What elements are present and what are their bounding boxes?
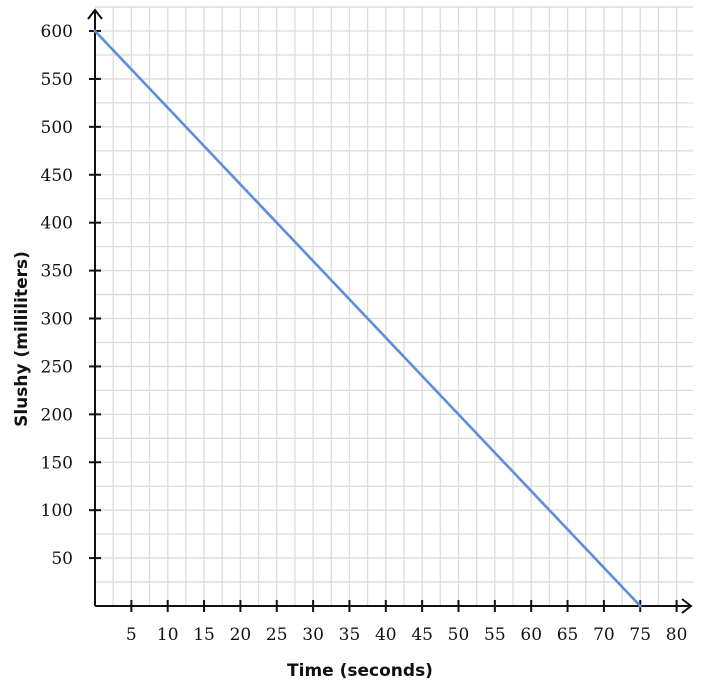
series-endpoint bbox=[93, 29, 97, 33]
y-tick-label: 600 bbox=[41, 22, 73, 42]
y-tick-label: 550 bbox=[41, 70, 73, 90]
x-tick-label: 25 bbox=[266, 625, 288, 645]
x-tick-label: 30 bbox=[302, 625, 324, 645]
series-line bbox=[93, 29, 642, 608]
x-tick-label: 50 bbox=[448, 625, 470, 645]
x-tick-label: 35 bbox=[339, 625, 361, 645]
y-tick-label: 150 bbox=[41, 453, 73, 473]
x-tick-label: 15 bbox=[193, 625, 215, 645]
x-tick-label: 40 bbox=[375, 625, 397, 645]
y-tick-label: 450 bbox=[41, 166, 73, 186]
x-tick-label: 70 bbox=[593, 625, 615, 645]
x-tick-label: 75 bbox=[629, 625, 651, 645]
y-tick-label: 100 bbox=[41, 501, 73, 521]
x-tick-label: 65 bbox=[557, 625, 579, 645]
y-tick-label: 400 bbox=[41, 214, 73, 234]
axes bbox=[87, 8, 693, 614]
y-tick-label: 50 bbox=[51, 549, 73, 569]
y-tick-label: 300 bbox=[41, 310, 73, 330]
x-tick-label: 10 bbox=[157, 625, 179, 645]
x-tick-label: 5 bbox=[126, 625, 137, 645]
x-tick-label: 60 bbox=[520, 625, 542, 645]
x-tick-label: 55 bbox=[484, 625, 506, 645]
series-layer bbox=[93, 29, 642, 608]
x-tick-label: 45 bbox=[411, 625, 433, 645]
y-tick-label: 350 bbox=[41, 262, 73, 282]
y-tick-label: 500 bbox=[41, 118, 73, 138]
x-tick-label: 20 bbox=[230, 625, 252, 645]
grid bbox=[95, 6, 693, 606]
tick-labels: 5 10 15 20 25 30 35 40 45 50 55 60 65 70 75 80 50 100 150 2… bbox=[41, 22, 688, 645]
x-axis-title: Time (seconds) bbox=[287, 661, 433, 681]
y-axis-title: Slushy (milliliters) bbox=[12, 251, 32, 427]
y-axis-arrow bbox=[87, 8, 103, 20]
y-tick-label: 200 bbox=[41, 405, 73, 425]
series-endpoint bbox=[638, 604, 642, 608]
x-tick-label: 80 bbox=[666, 625, 688, 645]
y-tick-label: 250 bbox=[41, 357, 73, 377]
x-axis-arrow bbox=[681, 598, 693, 614]
